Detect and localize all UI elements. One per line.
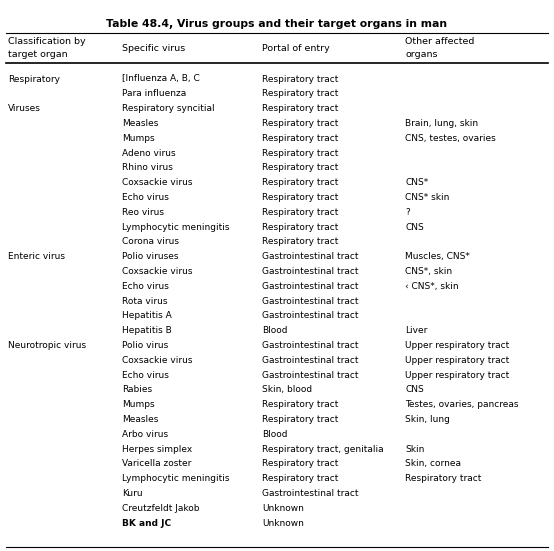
Text: Unknown: Unknown: [262, 504, 304, 512]
Text: Polio viruses: Polio viruses: [122, 252, 178, 261]
Text: Corona virus: Corona virus: [122, 237, 179, 246]
Text: Upper respiratory tract: Upper respiratory tract: [405, 341, 509, 350]
Text: Unknown: Unknown: [262, 518, 304, 527]
Text: Respiratory tract: Respiratory tract: [262, 134, 338, 143]
Text: Creutzfeldt Jakob: Creutzfeldt Jakob: [122, 504, 199, 512]
Text: Gastrointestinal tract: Gastrointestinal tract: [262, 296, 358, 305]
Text: Echo virus: Echo virus: [122, 282, 169, 291]
Text: Hepatitis B: Hepatitis B: [122, 326, 172, 335]
Text: Skin, lung: Skin, lung: [405, 415, 450, 424]
Text: Table 48.4, Virus groups and their target organs in man: Table 48.4, Virus groups and their targe…: [106, 19, 448, 29]
Text: organs: organs: [405, 50, 438, 59]
Text: Coxsackie virus: Coxsackie virus: [122, 267, 192, 276]
Text: Gastrointestinal tract: Gastrointestinal tract: [262, 282, 358, 291]
Text: Other affected: Other affected: [405, 37, 474, 46]
Text: Respiratory tract: Respiratory tract: [262, 74, 338, 84]
Text: Gastrointestinal tract: Gastrointestinal tract: [262, 356, 358, 365]
Text: Respiratory tract: Respiratory tract: [262, 89, 338, 98]
Text: Neurotropic virus: Neurotropic virus: [8, 341, 86, 350]
Text: Respiratory tract: Respiratory tract: [405, 474, 481, 483]
Text: Respiratory tract, genitalia: Respiratory tract, genitalia: [262, 445, 383, 453]
Text: Arbo virus: Arbo virus: [122, 430, 168, 439]
Text: Skin: Skin: [405, 445, 424, 453]
Text: Upper respiratory tract: Upper respiratory tract: [405, 356, 509, 365]
Text: Hepatitis A: Hepatitis A: [122, 311, 172, 320]
Text: Rabies: Rabies: [122, 385, 152, 395]
Text: Coxsackie virus: Coxsackie virus: [122, 356, 192, 365]
Text: CNS*: CNS*: [405, 178, 428, 187]
Text: Measles: Measles: [122, 415, 158, 424]
Text: Herpes simplex: Herpes simplex: [122, 445, 192, 453]
Text: Respiratory tract: Respiratory tract: [262, 223, 338, 231]
Text: Para influenza: Para influenza: [122, 89, 186, 98]
Text: CNS, testes, ovaries: CNS, testes, ovaries: [405, 134, 496, 143]
Text: Mumps: Mumps: [122, 134, 155, 143]
Text: Specific virus: Specific virus: [122, 44, 185, 52]
Text: Blood: Blood: [262, 326, 288, 335]
Text: CNS*, skin: CNS*, skin: [405, 267, 452, 276]
Text: Mumps: Mumps: [122, 400, 155, 409]
Text: Muscles, CNS*: Muscles, CNS*: [405, 252, 470, 261]
Text: Varicella zoster: Varicella zoster: [122, 460, 191, 468]
Text: Gastrointestinal tract: Gastrointestinal tract: [262, 252, 358, 261]
Text: Respiratory tract: Respiratory tract: [262, 237, 338, 246]
Text: Adeno virus: Adeno virus: [122, 149, 176, 158]
Text: Gastrointestinal tract: Gastrointestinal tract: [262, 267, 358, 276]
Text: Skin, blood: Skin, blood: [262, 385, 312, 395]
Text: Respiratory tract: Respiratory tract: [262, 178, 338, 187]
Text: Respiratory tract: Respiratory tract: [262, 193, 338, 202]
Text: Respiratory tract: Respiratory tract: [262, 104, 338, 113]
Text: Gastrointestinal tract: Gastrointestinal tract: [262, 370, 358, 380]
Text: Brain, lung, skin: Brain, lung, skin: [405, 119, 478, 128]
Text: CNS: CNS: [405, 223, 424, 231]
Text: Respiratory syncitial: Respiratory syncitial: [122, 104, 214, 113]
Text: Respiratory tract: Respiratory tract: [262, 119, 338, 128]
Text: CNS: CNS: [405, 385, 424, 395]
Text: Classification by: Classification by: [8, 37, 86, 46]
Text: BK and JC: BK and JC: [122, 518, 171, 527]
Text: Gastrointestinal tract: Gastrointestinal tract: [262, 341, 358, 350]
Text: Lymphocytic meningitis: Lymphocytic meningitis: [122, 474, 229, 483]
Text: Kuru: Kuru: [122, 489, 142, 498]
Text: Testes, ovaries, pancreas: Testes, ovaries, pancreas: [405, 400, 519, 409]
Text: [Influenza A, B, C: [Influenza A, B, C: [122, 74, 200, 84]
Text: Coxsackie virus: Coxsackie virus: [122, 178, 192, 187]
Text: Viruses: Viruses: [8, 104, 41, 113]
Text: Echo virus: Echo virus: [122, 193, 169, 202]
Text: Skin, cornea: Skin, cornea: [405, 460, 461, 468]
Text: Rhino virus: Rhino virus: [122, 163, 173, 172]
Text: Respiratory tract: Respiratory tract: [262, 400, 338, 409]
Text: Enteric virus: Enteric virus: [8, 252, 65, 261]
Text: target organ: target organ: [8, 50, 68, 59]
Text: Respiratory tract: Respiratory tract: [262, 460, 338, 468]
Text: Reo virus: Reo virus: [122, 208, 164, 217]
Text: ?: ?: [405, 208, 410, 217]
Text: Respiratory tract: Respiratory tract: [262, 149, 338, 158]
Text: Liver: Liver: [405, 326, 427, 335]
Text: Lymphocytic meningitis: Lymphocytic meningitis: [122, 223, 229, 231]
Text: Upper respiratory tract: Upper respiratory tract: [405, 370, 509, 380]
Text: Respiratory tract: Respiratory tract: [262, 474, 338, 483]
Text: Respiratory tract: Respiratory tract: [262, 208, 338, 217]
Text: Rota virus: Rota virus: [122, 296, 167, 305]
Text: Respiratory: Respiratory: [8, 74, 60, 84]
Text: CNS* skin: CNS* skin: [405, 193, 449, 202]
Text: Portal of entry: Portal of entry: [262, 44, 330, 52]
Text: Gastrointestinal tract: Gastrointestinal tract: [262, 489, 358, 498]
Text: Respiratory tract: Respiratory tract: [262, 163, 338, 172]
Text: Measles: Measles: [122, 119, 158, 128]
Text: ‹ CNS*, skin: ‹ CNS*, skin: [405, 282, 459, 291]
Text: Respiratory tract: Respiratory tract: [262, 415, 338, 424]
Text: Echo virus: Echo virus: [122, 370, 169, 380]
Text: Blood: Blood: [262, 430, 288, 439]
Text: Polio virus: Polio virus: [122, 341, 168, 350]
Text: Gastrointestinal tract: Gastrointestinal tract: [262, 311, 358, 320]
